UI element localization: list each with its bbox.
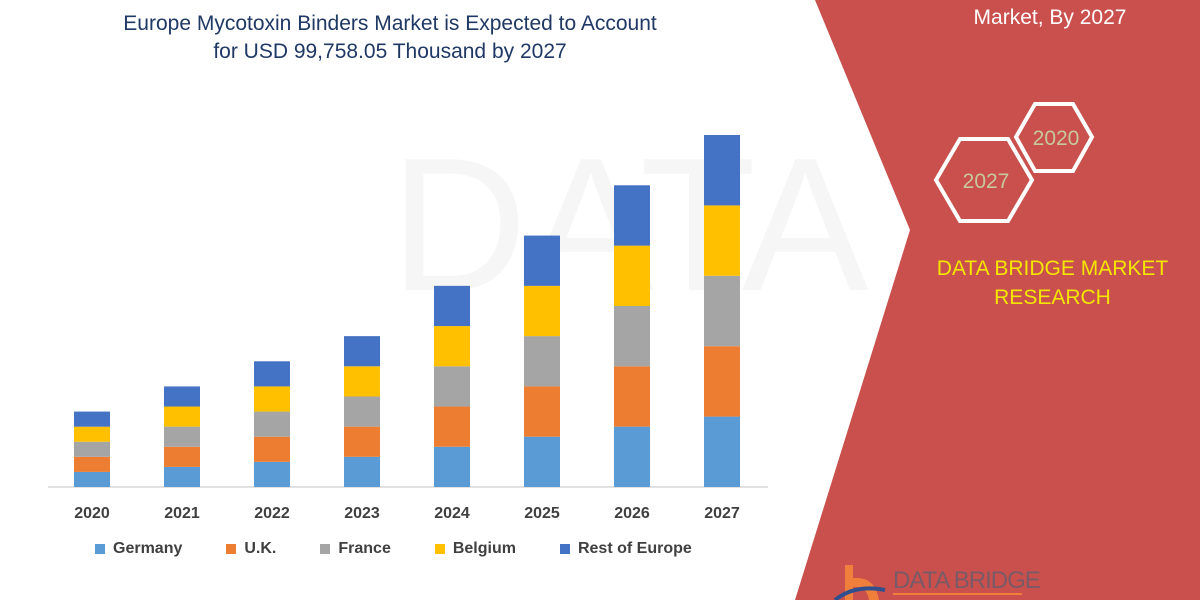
bar-segment-u-k--2026: [614, 366, 650, 427]
bar-segment-france-2020: [74, 441, 110, 457]
logo-text: DATA BRIDGE: [893, 567, 1041, 594]
bar-segment-u-k--2025: [524, 386, 560, 437]
bar-segment-rest-of-europe-2027: [704, 135, 740, 206]
legend-item: France: [320, 540, 391, 558]
bar-segment-belgium-2020: [74, 426, 110, 442]
x-tick-label: 2020: [74, 505, 110, 522]
legend-swatch: [434, 544, 445, 554]
x-tick-label: 2023: [344, 505, 380, 522]
side-panel: [795, 0, 1200, 600]
bar-segment-u-k--2027: [704, 346, 740, 417]
bar-segment-france-2023: [344, 396, 380, 427]
title-line-1: Europe Mycotoxin Binders Market is Expec…: [123, 12, 657, 35]
bar-segment-belgium-2024: [434, 326, 470, 367]
bar-segment-germany-2021: [164, 466, 200, 487]
x-tick-label: 2024: [434, 505, 470, 522]
bar-segment-germany-2026: [614, 426, 650, 487]
chart-title: Europe Mycotoxin Binders Market is Expec…: [40, 10, 740, 66]
title-line-2: for USD 99,758.05 Thousand by 2027: [213, 40, 567, 63]
bar-segment-france-2022: [254, 411, 290, 437]
legend-label: France: [338, 540, 391, 557]
logo-icon: [833, 565, 886, 600]
stacked-bar-chart: 2020 2021 2022 2023 2024 2025 2026 2027: [48, 135, 768, 522]
bar-segment-rest-of-europe-2021: [164, 386, 200, 407]
legend-swatch: [559, 544, 570, 554]
bar-segment-france-2024: [434, 366, 470, 407]
legend-swatch: [95, 544, 105, 554]
bar-segment-france-2021: [164, 426, 200, 447]
legend-item: U.K.: [226, 540, 276, 558]
x-tick-label: 2022: [254, 505, 290, 522]
bar-segment-germany-2020: [74, 471, 110, 487]
bar-segment-belgium-2023: [344, 366, 380, 397]
legend-label: Germany: [113, 540, 183, 557]
x-tick-label: 2027: [704, 505, 740, 522]
hex-2020-label: 2020: [1033, 127, 1080, 150]
bar-segment-u-k--2024: [434, 406, 470, 447]
panel-top-text: Market, By 2027: [973, 6, 1127, 29]
bar-segment-belgium-2022: [254, 386, 290, 412]
bar-segment-u-k--2023: [344, 426, 380, 457]
brand-line-1: DATA BRIDGE MARKET: [936, 257, 1169, 280]
bar-segment-belgium-2027: [704, 205, 740, 276]
bar-segment-u-k--2021: [164, 446, 200, 467]
bar-segment-rest-of-europe-2020: [74, 411, 110, 427]
hex-2027-label: 2027: [963, 170, 1010, 193]
bar-segment-germany-2023: [344, 456, 380, 487]
bar-segment-france-2025: [524, 336, 560, 387]
bar-segment-germany-2024: [434, 446, 470, 487]
legend: Germany U.K. France Belgium Rest of Europe: [95, 540, 736, 558]
hexagon-2027: [933, 137, 1035, 223]
x-tick-label: 2026: [614, 505, 650, 522]
bar-segment-germany-2027: [704, 416, 740, 487]
bar-segment-rest-of-europe-2025: [524, 235, 560, 286]
bar-segment-belgium-2021: [164, 406, 200, 427]
bar-segment-germany-2025: [524, 436, 560, 487]
brand-text: DATA BRIDGE MARKET RESEARCH: [920, 254, 1185, 312]
bar-segment-rest-of-europe-2023: [344, 336, 380, 367]
bar-segment-belgium-2025: [524, 285, 560, 337]
legend-item: Belgium: [434, 540, 516, 558]
legend-item: Germany: [95, 540, 182, 558]
bar-segment-france-2026: [614, 305, 650, 367]
legend-item: Rest of Europe: [559, 540, 692, 558]
bar-segment-belgium-2026: [614, 245, 650, 306]
legend-swatch: [226, 544, 237, 554]
hexagon-2020: [1013, 102, 1095, 173]
bar-segment-rest-of-europe-2022: [254, 361, 290, 387]
x-tick-label: 2025: [524, 505, 560, 522]
bar-segment-rest-of-europe-2024: [434, 285, 470, 327]
x-tick-label: 2021: [164, 505, 200, 522]
bar-segment-rest-of-europe-2026: [614, 185, 650, 246]
legend-label: Rest of Europe: [577, 540, 692, 557]
legend-swatch: [320, 544, 331, 554]
bar-segment-germany-2022: [254, 461, 290, 487]
brand-line-2: RESEARCH: [994, 286, 1111, 309]
bar-segment-u-k--2020: [74, 456, 110, 472]
legend-label: Belgium: [452, 540, 516, 557]
legend-label: U.K.: [244, 540, 277, 557]
bar-segment-u-k--2022: [254, 436, 290, 462]
bar-segment-france-2027: [704, 275, 740, 347]
